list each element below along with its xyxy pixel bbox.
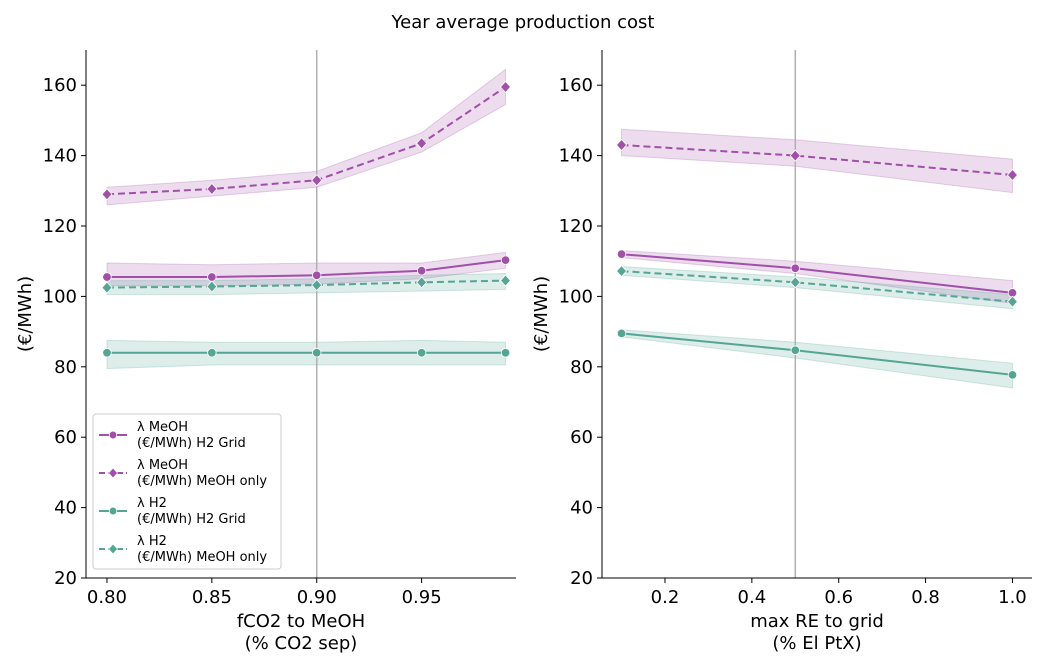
- data-point: [500, 255, 511, 265]
- data-point: [102, 348, 112, 358]
- data-point: [616, 249, 627, 259]
- y-tick-label: 80: [570, 357, 593, 378]
- confidence-band: [106, 339, 506, 370]
- data-point: [102, 272, 112, 282]
- data-point: [499, 274, 512, 287]
- data-point: [312, 348, 322, 358]
- legend-marker: [108, 430, 118, 440]
- data-point: [616, 328, 627, 339]
- legend-label-line2: (€/MWh) MeOH only: [137, 550, 267, 565]
- y-axis-label: (€/MWh): [531, 276, 552, 352]
- data-point: [207, 272, 217, 282]
- legend-label: λ H2: [137, 534, 167, 549]
- legend-label: λ H2: [137, 496, 167, 511]
- y-tick-label: 20: [570, 568, 593, 589]
- x-tick-label: 0.2: [651, 587, 680, 608]
- data-point: [1006, 168, 1018, 182]
- series-line: [621, 144, 1013, 176]
- x-tick-label: 1.0: [998, 587, 1027, 608]
- y-tick-label: 120: [43, 216, 77, 237]
- data-point: [206, 182, 218, 196]
- x-tick-label: 0.95: [402, 587, 442, 608]
- x-tick-label: 0.4: [738, 587, 767, 608]
- series-line: [621, 270, 1013, 303]
- data-point: [789, 276, 801, 289]
- x-axis-label: fCO2 to MeOH: [237, 611, 365, 632]
- data-point: [790, 263, 800, 273]
- legend-label: λ MeOH: [137, 458, 188, 473]
- data-point: [416, 137, 428, 150]
- data-point: [311, 279, 323, 292]
- y-tick-label: 40: [54, 498, 77, 519]
- panel-1: 20 40 60 80 100 120 140 160 0.80 0.85 0.90 0.95 fCO2…: [15, 50, 516, 654]
- data-point: [312, 270, 322, 280]
- legend-label: λ MeOH: [137, 420, 188, 435]
- data-point: [499, 80, 512, 94]
- x-axis-label: max RE to grid: [750, 611, 884, 632]
- x-tick-label: 0.6: [824, 587, 853, 608]
- y-tick-label: 140: [43, 146, 77, 167]
- x-axis-label-line2: (% El PtX): [772, 633, 861, 654]
- data-point: [101, 188, 113, 201]
- data-point: [206, 280, 218, 293]
- data-point: [101, 281, 113, 294]
- legend-marker: [108, 467, 118, 479]
- data-point: [1007, 370, 1018, 380]
- x-tick-label: 0.80: [87, 587, 127, 608]
- data-point: [789, 149, 801, 162]
- confidence-band: [621, 128, 1013, 194]
- data-point: [790, 345, 800, 355]
- x-tick-label: 0.85: [192, 587, 232, 608]
- y-tick-label: 160: [559, 75, 593, 96]
- legend-label-line2: (€/MWh) H2 Grid: [137, 436, 246, 451]
- x-tick-label: 0.90: [297, 587, 337, 608]
- y-tick-label: 160: [43, 75, 77, 96]
- y-tick-label: 60: [570, 427, 593, 448]
- confidence-band: [106, 272, 506, 296]
- y-tick-label: 100: [559, 286, 593, 307]
- data-point: [416, 348, 427, 358]
- data-point: [616, 264, 628, 278]
- y-tick-label: 80: [54, 357, 77, 378]
- x-tick-label: 0.8: [911, 587, 940, 608]
- y-tick-label: 20: [54, 568, 77, 589]
- legend-label-line2: (€/MWh) H2 Grid: [137, 512, 246, 527]
- data-point: [311, 174, 323, 187]
- y-tick-label: 100: [43, 286, 77, 307]
- data-point: [616, 138, 628, 152]
- panel-2: 20 40 60 80 100 120 140 160 0.2 0.4 0.6 0.8 1.0 max R…: [531, 50, 1032, 654]
- confidence-band: [106, 68, 506, 206]
- y-tick-label: 60: [54, 427, 77, 448]
- data-point: [1006, 295, 1018, 308]
- figure-title: Year average production cost: [391, 12, 655, 33]
- data-point: [500, 348, 511, 358]
- legend-label-line2: (€/MWh) MeOH only: [137, 474, 267, 489]
- legend-marker: [108, 506, 118, 516]
- data-point: [207, 348, 217, 358]
- y-tick-label: 120: [559, 216, 593, 237]
- y-axis-label: (€/MWh): [15, 276, 36, 352]
- y-tick-label: 40: [570, 498, 593, 519]
- y-tick-label: 140: [559, 146, 593, 167]
- data-point: [416, 276, 428, 289]
- data-point: [416, 266, 427, 276]
- legend-box: [92, 413, 282, 570]
- x-axis-label-line2: (% CO2 sep): [245, 633, 358, 654]
- legend-marker: [108, 543, 118, 555]
